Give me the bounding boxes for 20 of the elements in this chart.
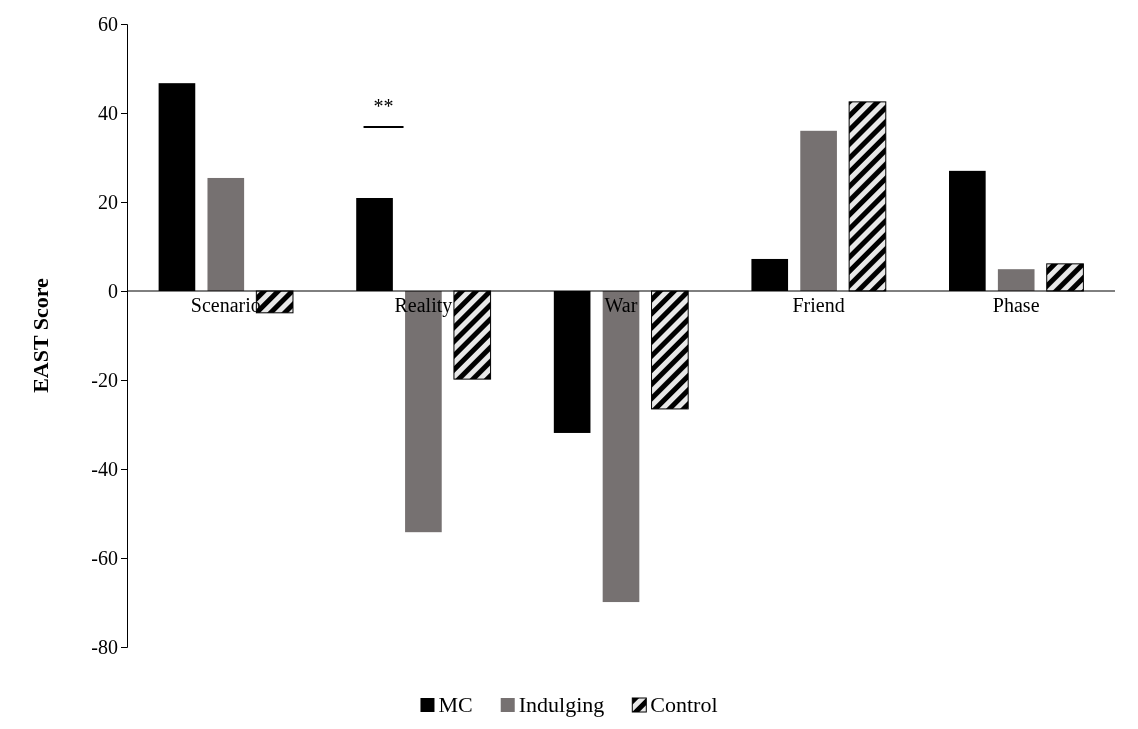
y-tick-label: 0 <box>108 279 118 302</box>
y-tick-label: 40 <box>98 101 118 124</box>
y-tick-label: -60 <box>91 546 118 569</box>
bar <box>997 269 1035 291</box>
y-tick-label: 20 <box>98 190 118 213</box>
bar <box>800 130 837 291</box>
legend-label: MC <box>438 692 473 717</box>
x-tick-label: Friend <box>792 294 845 316</box>
legend-label: Indulging <box>518 692 605 717</box>
legend-label: Control <box>650 692 718 717</box>
y-tick-label: -80 <box>91 635 118 658</box>
x-tick-label: War <box>604 294 638 316</box>
y-tick-label: -40 <box>91 457 118 480</box>
y-axis-title: EAST Score <box>28 277 53 393</box>
y-tick-label: -20 <box>91 368 118 391</box>
y-tick-label: 60 <box>98 12 118 35</box>
annotation: ** <box>373 95 394 117</box>
bar <box>207 177 245 291</box>
x-tick-label: Phase <box>992 294 1040 316</box>
bar <box>602 291 640 603</box>
